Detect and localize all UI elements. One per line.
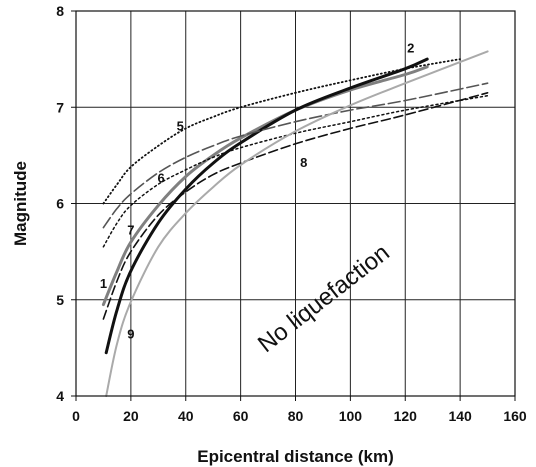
annotation-no-liquefaction: No liquefaction (253, 239, 395, 358)
grid (76, 11, 515, 396)
y-tick-label-4: 8 (56, 3, 64, 19)
x-tick-label-6: 120 (394, 408, 418, 424)
series-label-7: 7 (127, 222, 134, 237)
x-tick-label-7: 140 (448, 408, 472, 424)
series-label-1: 1 (100, 276, 107, 291)
y-tick-label-3: 7 (56, 99, 64, 115)
x-tick-label-8: 160 (503, 408, 527, 424)
series-line-9 (105, 50, 489, 397)
series-line-6 (102, 82, 489, 229)
y-tick-label-1: 5 (56, 292, 64, 308)
y-axis-title: Magnitude (11, 161, 30, 246)
x-axis-title: Epicentral distance (km) (197, 447, 394, 466)
series-line-8 (102, 92, 489, 320)
series-label-5: 5 (177, 118, 184, 133)
x-tick-label-5: 100 (339, 408, 363, 424)
series-label-8: 8 (300, 155, 307, 170)
series-line-2 (104, 57, 429, 355)
x-tick-label-3: 60 (233, 408, 249, 424)
series-line-1 (101, 65, 429, 307)
series-labels: 1 2 5 6 7 8 9 (100, 40, 415, 341)
y-tick-label-2: 6 (56, 196, 64, 212)
series-line-7 (102, 94, 489, 248)
series-line-5 (102, 58, 461, 205)
series-label-9: 9 (127, 326, 134, 341)
x-tick-label-4: 80 (288, 408, 304, 424)
y-tick-label-0: 4 (56, 388, 64, 404)
series-label-2: 2 (407, 40, 414, 55)
series-label-6: 6 (157, 170, 164, 185)
series-lines (101, 50, 489, 397)
x-tick-label-0: 0 (72, 408, 80, 424)
x-tick-label-1: 20 (123, 408, 139, 424)
x-tick-labels: 0 20 40 60 80 100 120 140 160 (72, 396, 527, 424)
x-tick-label-2: 40 (178, 408, 194, 424)
y-tick-labels: 4 5 6 7 8 (56, 3, 76, 404)
